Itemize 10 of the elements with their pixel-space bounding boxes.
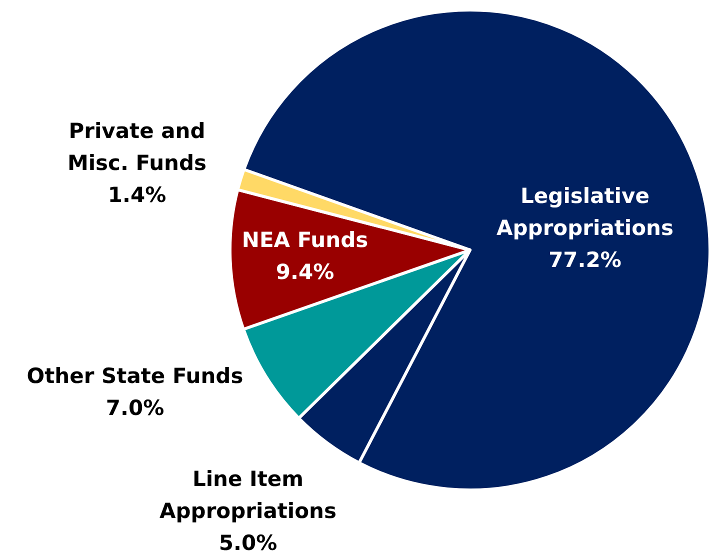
data-label: 7.0% <box>106 396 164 420</box>
slice-label: Other State Funds <box>26 364 244 388</box>
slice-label: Line Item Appropriations <box>160 467 336 523</box>
data-label: 77.2% <box>548 248 622 272</box>
slice-label: Legislative Appropriations <box>496 184 674 240</box>
data-label: 5.0% <box>218 531 278 553</box>
data-label: 9.4% <box>276 260 334 284</box>
slice-label: Private and Misc. Funds <box>67 119 207 175</box>
slice-label: NEA Funds <box>242 228 368 252</box>
data-label: 1.4% <box>108 183 166 207</box>
